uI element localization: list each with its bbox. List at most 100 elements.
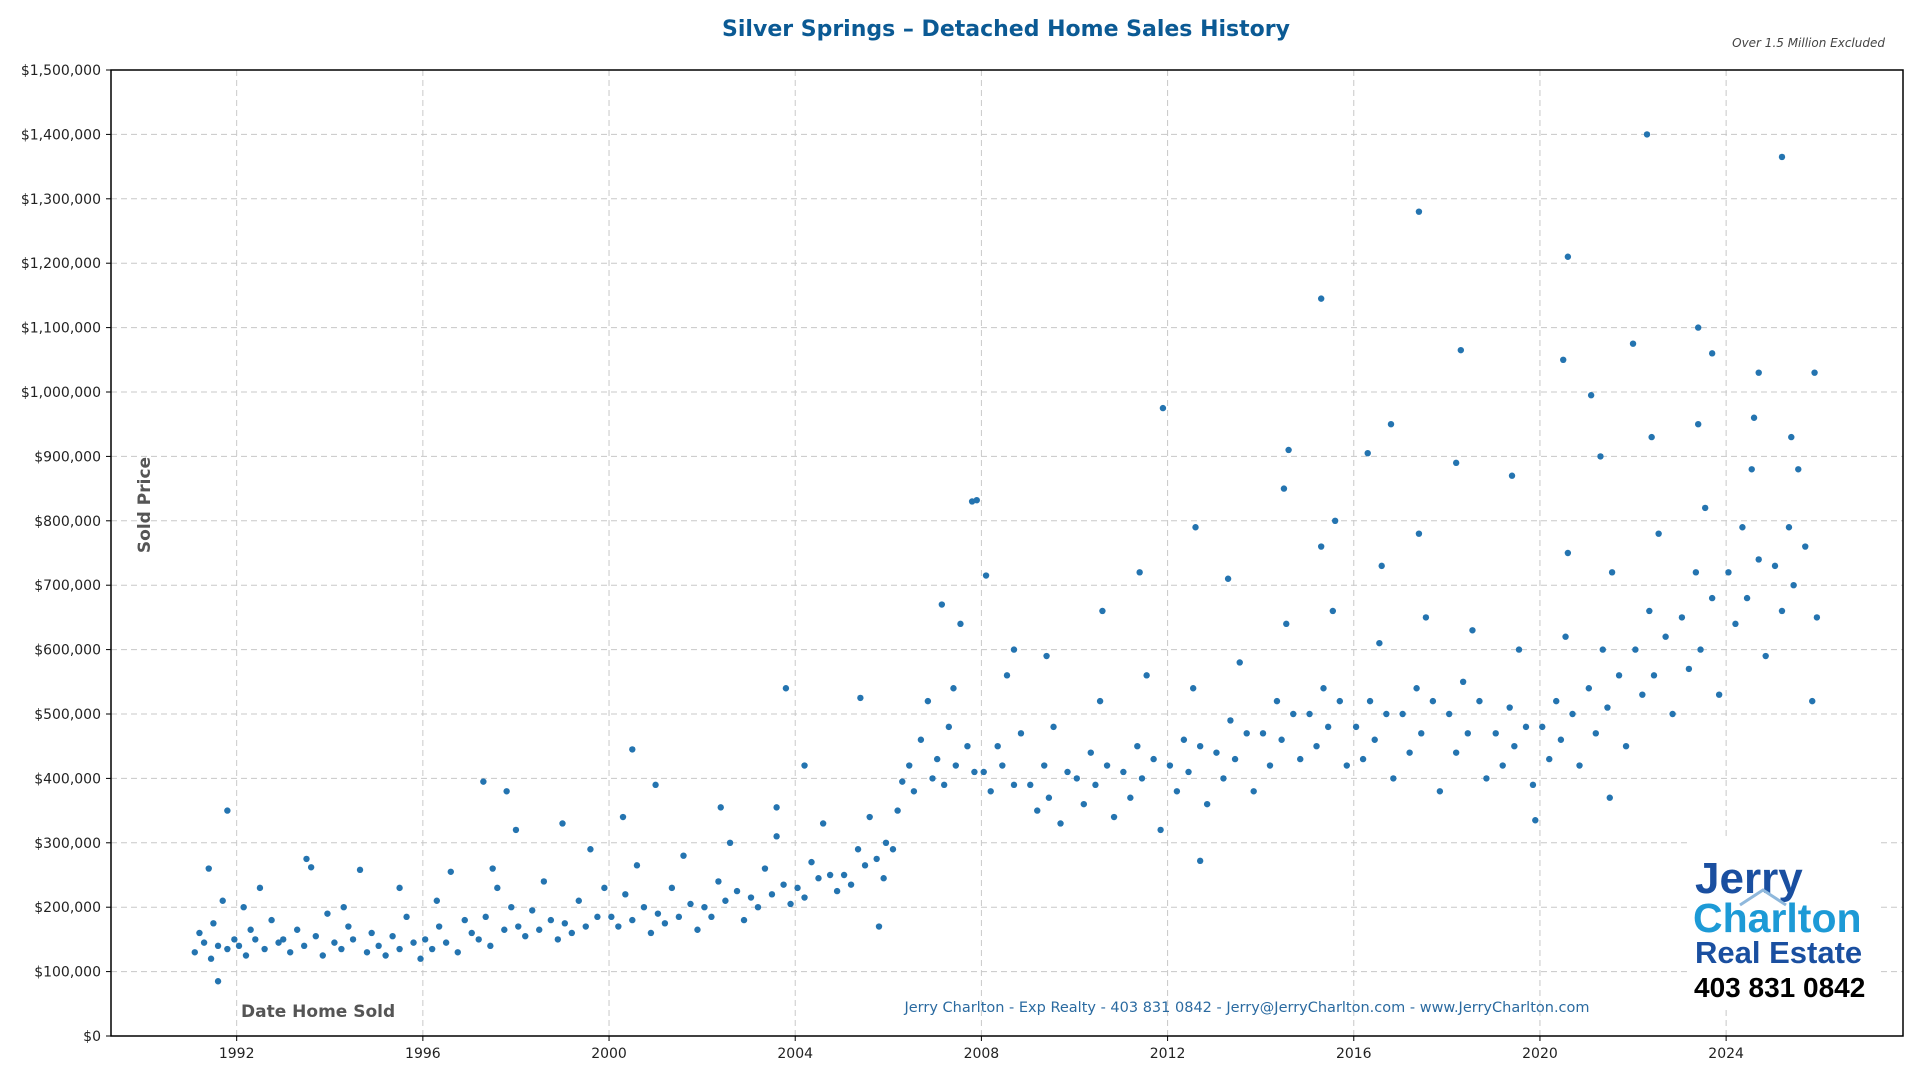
y-tick-label: $900,000 [34, 449, 101, 465]
data-point [1643, 131, 1651, 138]
data-point [1336, 697, 1344, 705]
data-point [1203, 800, 1211, 808]
data-point [1364, 449, 1371, 457]
data-point [1285, 446, 1292, 454]
data-point [363, 949, 371, 956]
data-point [252, 936, 259, 943]
data-point [1743, 594, 1751, 602]
data-point [1157, 826, 1164, 834]
data-point [1343, 762, 1350, 769]
logo-line-charlton: Charlton [1693, 895, 1862, 941]
data-point [768, 891, 776, 898]
data-point [1045, 794, 1053, 801]
data-point [1576, 762, 1583, 769]
data-point [1599, 646, 1606, 653]
y-tick-label: $1,000,000 [21, 385, 101, 401]
data-point [1136, 569, 1143, 576]
data-point [1569, 710, 1576, 718]
data-point [815, 875, 822, 882]
data-point [840, 871, 848, 879]
data-points [191, 131, 1821, 985]
data-point [940, 781, 948, 789]
data-point [575, 897, 582, 904]
data-point [675, 913, 683, 921]
data-point [554, 936, 562, 943]
data-point [910, 788, 918, 795]
data-point [680, 852, 687, 859]
y-tick-label: $1,300,000 [21, 192, 101, 208]
data-point [782, 685, 790, 692]
data-point [503, 788, 510, 795]
data-point [733, 887, 741, 895]
data-point [433, 897, 441, 904]
data-point [889, 846, 897, 853]
data-point [1406, 749, 1413, 756]
y-tick-label: $400,000 [34, 771, 101, 787]
data-point [1750, 414, 1758, 421]
data-point [1224, 575, 1232, 582]
logo-line-jerry: Jerry [1695, 854, 1803, 903]
data-point [1064, 768, 1071, 776]
data-point [1352, 723, 1360, 731]
data-point [917, 736, 925, 743]
data-point [633, 862, 641, 869]
x-tick-label: 2000 [591, 1046, 627, 1062]
data-point [1515, 646, 1523, 653]
data-point [1383, 710, 1390, 718]
data-point [214, 942, 222, 950]
data-point [1317, 295, 1325, 302]
data-point [1378, 562, 1385, 570]
data-point [403, 913, 410, 921]
data-point [1196, 857, 1204, 865]
data-point [338, 945, 345, 953]
y-tick-label: $1,200,000 [21, 256, 101, 272]
data-point [1317, 543, 1325, 550]
data-point [899, 778, 906, 785]
data-point [1390, 775, 1397, 782]
data-point [1110, 813, 1118, 821]
y-tick-label: $100,000 [34, 965, 101, 981]
x-axis-ticks: 1992 1996 2000 2004 2008 2012 2016 2020 2024 [219, 1036, 1744, 1062]
data-point [312, 932, 319, 940]
data-point [773, 804, 780, 811]
data-point [980, 768, 987, 776]
data-point [780, 881, 787, 888]
data-point [1043, 652, 1050, 660]
data-point [629, 746, 636, 753]
data-point [1564, 253, 1572, 260]
y-tick-label: $500,000 [34, 707, 101, 723]
data-point [861, 862, 869, 869]
data-point [1771, 562, 1779, 570]
data-point [1476, 697, 1483, 705]
data-point [1499, 762, 1506, 769]
data-point [1041, 762, 1048, 769]
data-point [447, 868, 454, 875]
data-point [1778, 607, 1786, 615]
data-point [275, 939, 282, 946]
data-point [1452, 459, 1460, 467]
data-point [1127, 794, 1134, 801]
data-point [1150, 755, 1157, 763]
data-point [1399, 710, 1406, 718]
data-point [1813, 614, 1821, 621]
data-point [421, 936, 429, 943]
data-point [461, 916, 468, 924]
data-point [933, 755, 941, 763]
data-point [1560, 356, 1567, 363]
data-point [1306, 710, 1313, 718]
data-point [1732, 620, 1739, 628]
data-point [1213, 749, 1220, 756]
data-point [740, 916, 748, 924]
x-tick-label: 1996 [405, 1046, 441, 1062]
data-point [1564, 549, 1572, 557]
contact-footer: Jerry Charlton - Exp Realty - 403 831 08… [903, 1000, 1589, 1016]
data-point [1099, 607, 1106, 615]
data-point [1159, 404, 1167, 412]
x-tick-label: 1992 [219, 1046, 255, 1062]
data-point [1017, 730, 1025, 737]
data-point [1227, 717, 1234, 724]
data-point [410, 939, 417, 946]
data-point [1708, 594, 1716, 602]
data-point [1313, 743, 1320, 750]
data-point [196, 929, 203, 937]
